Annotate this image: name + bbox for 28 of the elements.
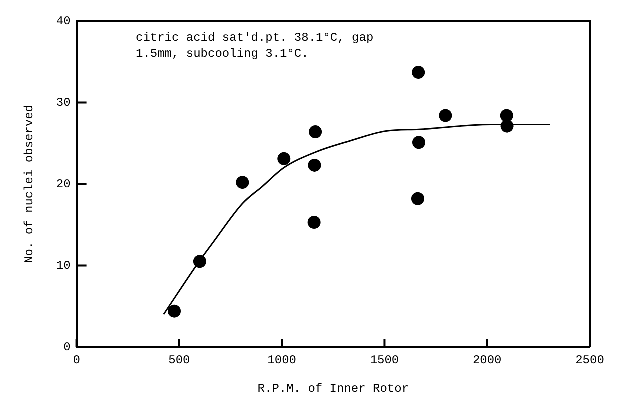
point: [193, 255, 206, 268]
x-tick-label: 2000: [472, 354, 502, 368]
point: [168, 304, 182, 318]
point: [500, 120, 514, 133]
x-tick-label: 2500: [576, 354, 604, 368]
x-axis-title: R.P.M. of Inner Rotor: [258, 382, 410, 396]
point: [412, 66, 426, 80]
y-tick-label: 10: [56, 258, 71, 273]
x-tick-label: 1500: [370, 354, 400, 368]
y-tick-label: 30: [56, 96, 71, 110]
y-tick-label: 40: [56, 14, 71, 28]
point: [412, 136, 426, 150]
point: [500, 109, 514, 122]
x-tick-label: 1000: [268, 354, 296, 368]
y-axis-title: No. of nuclei observed: [22, 104, 36, 264]
point: [309, 126, 322, 139]
point: [411, 192, 424, 206]
point: [236, 176, 250, 190]
point: [278, 152, 291, 166]
x-tick-label: 0: [73, 354, 80, 368]
line-series: [163, 124, 551, 316]
point: [308, 158, 322, 172]
y-tick-label: 20: [56, 177, 71, 192]
point: [439, 109, 452, 122]
x-tick-label: 500: [168, 354, 190, 368]
point: [308, 216, 321, 230]
annotation: citric acid sat'd.pt. 38.1°C, gap 1.5mm, subcooling 3.1°C.: [136, 30, 375, 62]
y-tick-label: 0: [64, 340, 71, 354]
